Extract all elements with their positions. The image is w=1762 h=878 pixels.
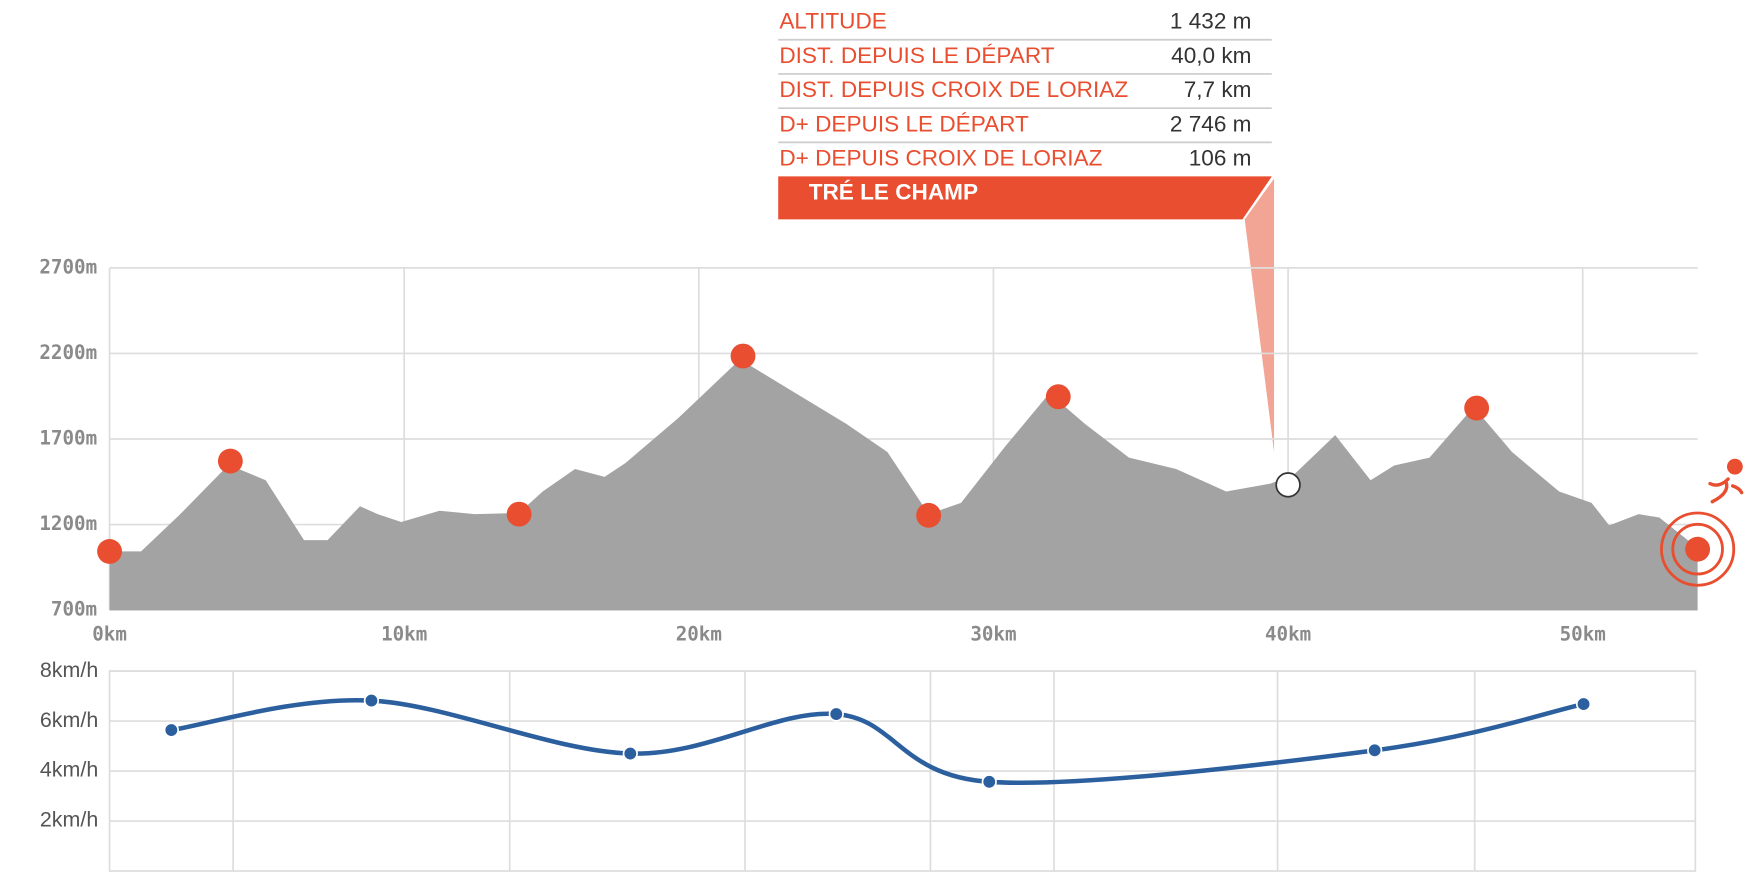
tooltip-pointer	[1244, 178, 1275, 452]
x-tick-label: 40km	[1265, 622, 1311, 645]
elevation-area	[109, 359, 1698, 611]
checkpoint	[506, 501, 532, 527]
checkpoint	[1685, 536, 1711, 562]
checkpoint	[730, 343, 756, 369]
tooltip-title: TRÉ LE CHAMP	[809, 179, 978, 204]
checkpoint	[217, 448, 243, 474]
tooltip-value: 7,7 km	[1184, 77, 1252, 102]
tooltip-value: 40,0 km	[1171, 43, 1251, 68]
x-tick-label: 0km	[92, 622, 127, 645]
tooltip-label: ALTITUDE	[779, 9, 886, 34]
checkpoint	[97, 538, 122, 564]
y-tick-label: 2km/h	[40, 808, 98, 832]
y-tick-label: 1200m	[39, 512, 97, 535]
checkpoint	[1464, 395, 1490, 421]
tooltip-label: D+ DEPUIS CROIX DE LORIAZ	[779, 146, 1102, 171]
checkpoint	[916, 502, 942, 528]
x-tick-label: 30km	[970, 622, 1016, 645]
speed-point	[828, 706, 844, 722]
y-tick-label: 2200m	[39, 341, 97, 364]
tooltip-value: 1 432 m	[1170, 9, 1252, 34]
checkpoint	[1045, 384, 1071, 410]
tooltip-banner	[778, 176, 1272, 220]
speed-point	[981, 774, 997, 790]
tooltip-label: DIST. DEPUIS CROIX DE LORIAZ	[779, 77, 1128, 102]
tooltip-label: D+ DEPUIS LE DÉPART	[779, 111, 1029, 136]
speed-point	[1367, 742, 1383, 758]
y-tick-label: 6km/h	[40, 708, 98, 732]
tooltip-value: 2 746 m	[1170, 111, 1252, 136]
x-tick-label: 10km	[381, 622, 427, 645]
runner-body	[1708, 477, 1744, 504]
speed-point	[1575, 696, 1592, 712]
speed-point	[363, 692, 380, 709]
speed-point	[163, 722, 179, 738]
y-tick-label: 4km/h	[40, 758, 98, 782]
y-tick-label: 700m	[51, 598, 97, 621]
hover-point	[1275, 472, 1301, 498]
finish-ring	[1671, 522, 1724, 576]
tooltip: ALTITUDE 1 432 m DIST. DEPUIS LE DÉPART 40,…	[778, 9, 1272, 171]
tooltip-label: DIST. DEPUIS LE DÉPART	[779, 43, 1054, 68]
finish-icon	[1660, 458, 1744, 587]
y-tick-label: 2700m	[39, 255, 97, 278]
tooltip-value: 106 m	[1189, 146, 1252, 171]
runner-head	[1726, 458, 1743, 475]
x-tick-label: 20km	[676, 622, 722, 645]
speed-point	[622, 745, 638, 762]
finish-ring	[1660, 511, 1736, 587]
x-tick-label: 50km	[1560, 622, 1606, 645]
y-tick-label: 8km/h	[40, 658, 98, 682]
y-tick-label: 1700m	[39, 426, 97, 449]
